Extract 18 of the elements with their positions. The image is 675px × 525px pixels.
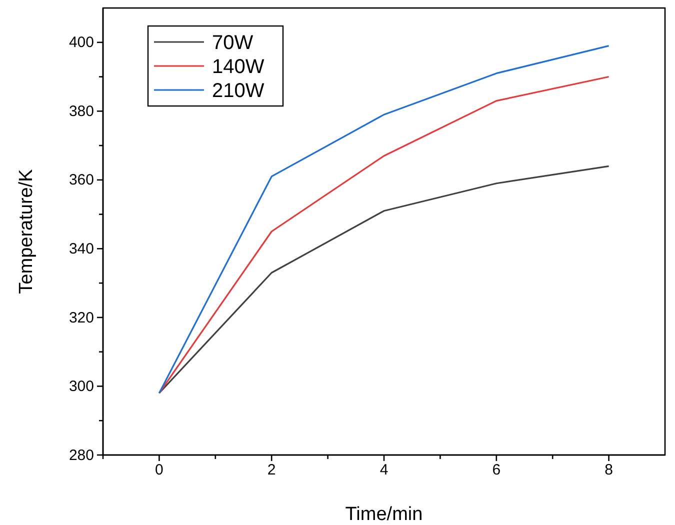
y-tick-label: 380	[68, 102, 94, 120]
y-tick-label: 280	[68, 446, 94, 464]
y-tick-label: 400	[68, 34, 94, 52]
x-axis-title: Time/min	[345, 504, 423, 525]
y-tick-label: 360	[68, 172, 94, 189]
y-tick-label: 300	[68, 378, 94, 396]
x-tick-label: 4	[380, 462, 388, 479]
y-axis-title: Temperature/K	[16, 168, 37, 294]
legend-label: 210W	[212, 80, 264, 102]
line-series	[158, 165, 610, 394]
legend-label: 70W	[212, 32, 254, 54]
x-tick-label: 0	[155, 462, 164, 479]
x-tick-label: 6	[492, 462, 501, 479]
y-tick-label: 320	[68, 309, 94, 326]
y-tick-label: 340	[68, 240, 94, 258]
legend-label: 140W	[212, 56, 264, 78]
x-tick-label: 2	[267, 462, 276, 479]
x-tick-label: 8	[604, 462, 613, 479]
